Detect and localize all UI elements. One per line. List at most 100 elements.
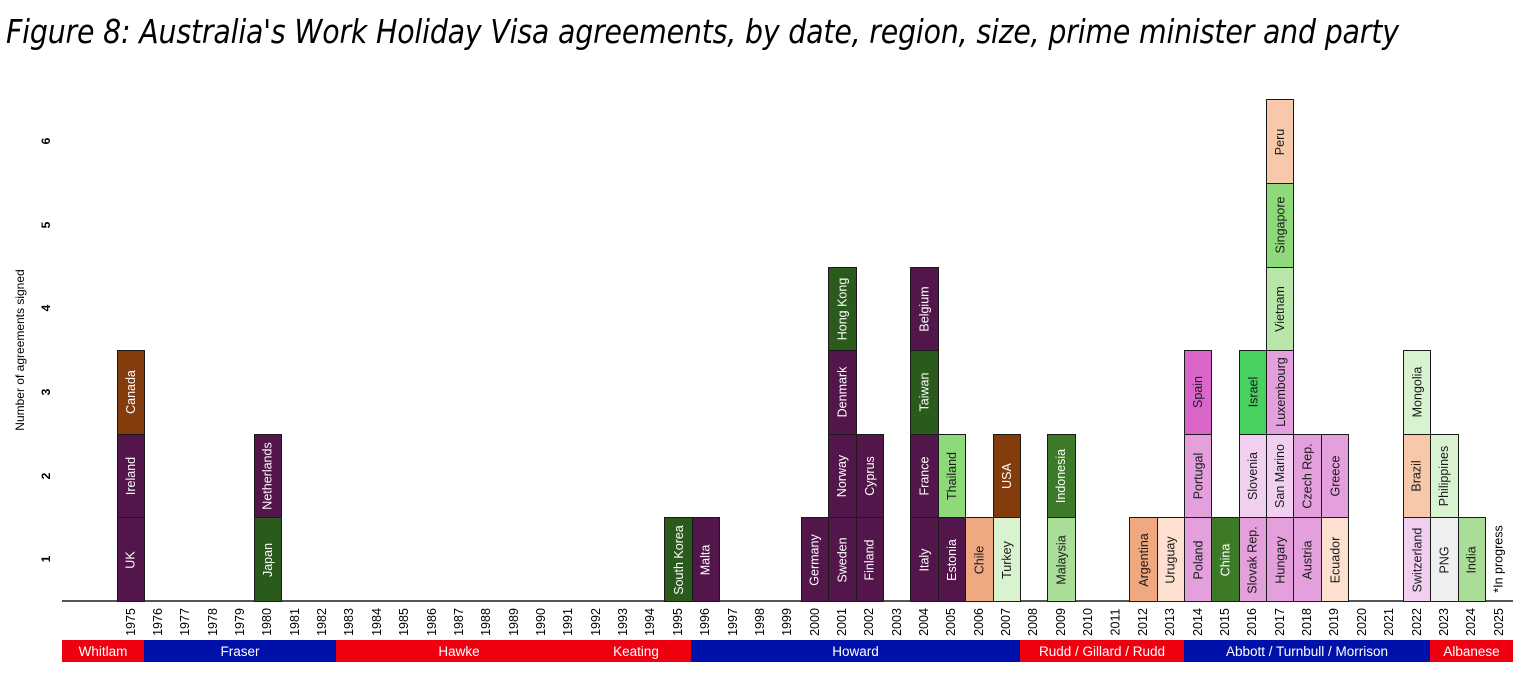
bar-segment-usa[interactable]: USA bbox=[992, 433, 1021, 519]
x-tick-label: 1993 bbox=[615, 608, 630, 636]
bar-segment-norway[interactable]: Norway bbox=[828, 433, 857, 519]
x-tick-label: 2022 bbox=[1409, 608, 1424, 636]
bar-segment-png[interactable]: PNG bbox=[1430, 517, 1459, 602]
bar-segment-chile[interactable]: Chile bbox=[965, 517, 994, 602]
country-label: Israel bbox=[1245, 377, 1260, 408]
bar-segment-estonia[interactable]: Estonia bbox=[937, 517, 967, 602]
x-tick-label: 1996 bbox=[698, 608, 713, 636]
bar-segment-ireland[interactable]: Ireland bbox=[117, 433, 146, 519]
bar-segment-turkey[interactable]: Turkey bbox=[992, 517, 1021, 602]
bar-segment-sweden[interactable]: Sweden bbox=[828, 517, 857, 602]
country-label: Hungary bbox=[1273, 536, 1288, 584]
bar-segment-spain[interactable]: Spain bbox=[1184, 350, 1213, 435]
bar-segment-peru[interactable]: Peru bbox=[1266, 99, 1295, 184]
country-label: Germany bbox=[808, 533, 823, 586]
country-label: Turkey bbox=[999, 540, 1014, 579]
bar-segment-thailand[interactable]: Thailand bbox=[937, 433, 967, 519]
bar-segment-italy[interactable]: Italy bbox=[910, 517, 939, 602]
x-tick-label: 1986 bbox=[424, 608, 439, 636]
x-tick-label: 1991 bbox=[561, 608, 576, 636]
bar-segment-japan[interactable]: Japan bbox=[253, 517, 283, 602]
pm-band-hawke-keating bbox=[336, 640, 691, 662]
bar-segment-slovak-rep[interactable]: Slovak Rep. bbox=[1238, 517, 1268, 602]
bar-segment-luxembourg[interactable]: Luxembourg bbox=[1266, 350, 1295, 435]
bar-segment-philippines[interactable]: Philippines bbox=[1430, 433, 1459, 519]
country-label: Japan bbox=[260, 542, 275, 577]
country-label: Philippines bbox=[1437, 445, 1452, 507]
bar-segment-denmark[interactable]: Denmark bbox=[828, 350, 857, 435]
bar-segment-uk[interactable]: UK bbox=[117, 517, 146, 602]
bar-segment-india[interactable]: India bbox=[1457, 517, 1486, 602]
bar-segment-czech-rep[interactable]: Czech Rep. bbox=[1293, 433, 1322, 519]
country-label: Czech Rep. bbox=[1300, 443, 1315, 509]
bar-segment-china[interactable]: China bbox=[1211, 517, 1240, 602]
x-tick-label: 1997 bbox=[725, 608, 740, 636]
bar-segment-argentina[interactable]: Argentina bbox=[1129, 517, 1158, 602]
country-label: Thailand bbox=[944, 452, 959, 501]
bar-segment-brazil[interactable]: Brazil bbox=[1402, 433, 1432, 519]
bar-segment-slovenia[interactable]: Slovenia bbox=[1238, 433, 1268, 519]
country-label: France bbox=[917, 456, 932, 496]
bar-segment-israel[interactable]: Israel bbox=[1238, 350, 1268, 435]
country-label: Denmark bbox=[835, 367, 850, 418]
bar-segment-malaysia[interactable]: Malaysia bbox=[1047, 517, 1076, 602]
country-label: Mongolia bbox=[1410, 367, 1425, 418]
bar-segment-france[interactable]: France bbox=[910, 433, 939, 519]
bar-segment-singapore[interactable]: Singapore bbox=[1266, 183, 1295, 268]
bar-segment-belgium[interactable]: Belgium bbox=[910, 266, 939, 352]
bar-segment-ecuador[interactable]: Ecuador bbox=[1320, 517, 1350, 602]
country-label: Poland bbox=[1191, 540, 1206, 580]
x-tick-label: 1981 bbox=[287, 608, 302, 636]
bar-segment-germany[interactable]: Germany bbox=[801, 517, 830, 602]
x-tick-label: 1983 bbox=[342, 608, 357, 636]
country-label: Peru bbox=[1273, 128, 1288, 155]
pm-band-rudd-gillard-rudd: Rudd / Gillard / Rudd bbox=[1020, 640, 1184, 662]
bar-segment-hungary[interactable]: Hungary bbox=[1266, 517, 1295, 602]
country-label: Finland bbox=[862, 539, 877, 581]
bar-segment-finland[interactable]: Finland bbox=[855, 517, 885, 602]
bar-segment-south-korea[interactable]: South Korea bbox=[664, 517, 693, 602]
country-label: Malta bbox=[698, 544, 713, 575]
x-tick-label: 2024 bbox=[1464, 608, 1479, 636]
bar-segment-vietnam[interactable]: Vietnam bbox=[1266, 266, 1295, 352]
x-tick-label: 2001 bbox=[834, 608, 849, 636]
country-label: Austria bbox=[1300, 540, 1315, 580]
country-label: Greece bbox=[1328, 455, 1343, 497]
bar-segment-hong-kong[interactable]: Hong Kong bbox=[828, 266, 857, 352]
x-axis-line bbox=[62, 600, 1513, 602]
x-tick-label: 2003 bbox=[889, 608, 904, 636]
x-tick-label: 2017 bbox=[1272, 608, 1287, 636]
bar-segment-mongolia[interactable]: Mongolia bbox=[1402, 350, 1432, 435]
country-label: San Marino bbox=[1273, 444, 1288, 509]
bar-segment-uruguay[interactable]: Uruguay bbox=[1156, 517, 1186, 602]
x-tick-label: 1985 bbox=[397, 608, 412, 636]
country-label: China bbox=[1218, 543, 1233, 577]
x-tick-label: 2002 bbox=[862, 608, 877, 636]
in-progress-note: *In progress bbox=[1485, 517, 1512, 601]
x-tick-label: 1980 bbox=[260, 608, 275, 636]
bar-segment-cyprus[interactable]: Cyprus bbox=[855, 433, 885, 519]
bar-segment-poland[interactable]: Poland bbox=[1184, 517, 1213, 602]
country-label: Uruguay bbox=[1163, 536, 1178, 584]
bar-segment-portugal[interactable]: Portugal bbox=[1184, 433, 1213, 519]
bar-segment-san-marino[interactable]: San Marino bbox=[1266, 433, 1295, 519]
country-label: Ecuador bbox=[1328, 536, 1343, 583]
x-tick-label: 1978 bbox=[205, 608, 220, 636]
x-tick-label: 2008 bbox=[1026, 608, 1041, 636]
bar-segment-switzerland[interactable]: Switzerland bbox=[1402, 517, 1432, 602]
x-tick-label: 2012 bbox=[1135, 608, 1150, 636]
bar-segment-malta[interactable]: Malta bbox=[691, 517, 720, 602]
bar-segment-indonesia[interactable]: Indonesia bbox=[1047, 433, 1076, 519]
bar-segment-greece[interactable]: Greece bbox=[1320, 433, 1350, 519]
bar-segment-netherlands[interactable]: Netherlands bbox=[253, 433, 283, 519]
bar-segment-taiwan[interactable]: Taiwan bbox=[910, 350, 939, 435]
bar-segment-austria[interactable]: Austria bbox=[1293, 517, 1322, 602]
x-tick-label: 2005 bbox=[944, 608, 959, 636]
x-tick-label: 2010 bbox=[1081, 608, 1096, 636]
x-tick-label: 2025 bbox=[1491, 608, 1506, 636]
x-tick-label: 1982 bbox=[315, 608, 330, 636]
bar-segment-canada[interactable]: Canada bbox=[117, 350, 146, 435]
country-label: Luxembourg bbox=[1273, 357, 1288, 428]
x-tick-label: 1977 bbox=[178, 608, 193, 636]
